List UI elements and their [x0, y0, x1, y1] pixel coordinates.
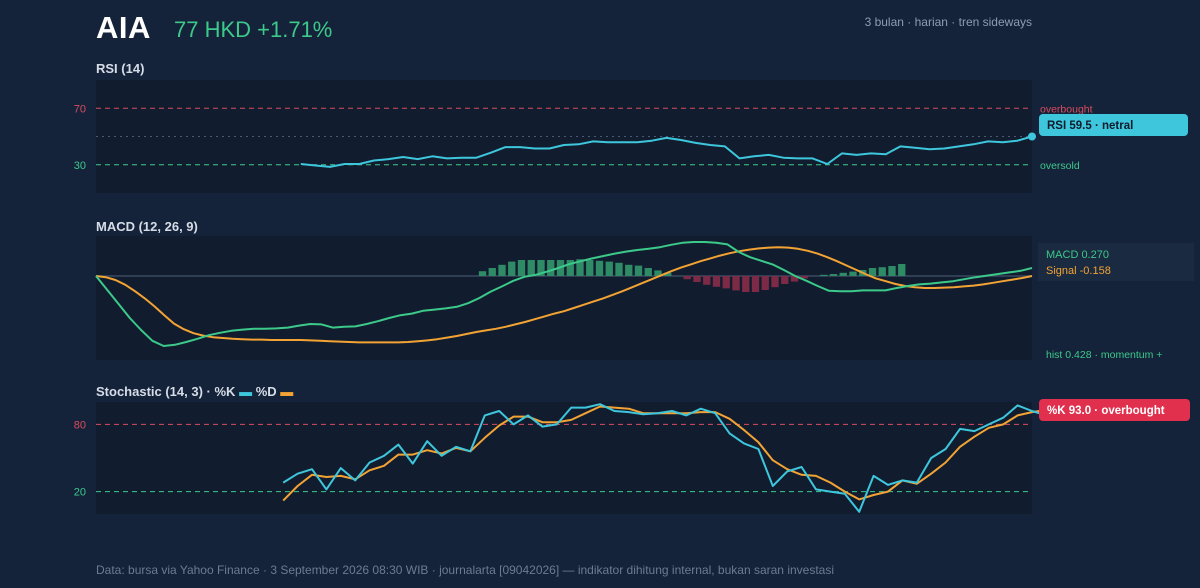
macd-hist-bar: [654, 270, 662, 276]
macd-hist-bar: [751, 276, 760, 292]
macd-panel-title: MACD (12, 26, 9): [96, 219, 198, 234]
macd-hist-bar: [537, 260, 545, 276]
macd-panel-bg: [96, 236, 1032, 360]
rsi-line: [300, 135, 1033, 168]
macd-hist-bar: [693, 276, 701, 282]
macd-hist-bar: [888, 266, 896, 276]
stoch-badge-bg: [1039, 399, 1190, 421]
macd-legend-macd: MACD 0.270: [1046, 249, 1109, 261]
rsi-last-point: [1028, 132, 1036, 141]
macd-hist-bar: [800, 276, 808, 279]
macd-hist-bar: [683, 276, 691, 280]
rsi-panel-title: RSI (14): [96, 61, 145, 76]
macd-hist-bar: [664, 272, 672, 276]
rsi-ref-label-overbought: overbought: [1040, 103, 1093, 115]
macd-hist-bar: [829, 274, 838, 276]
macd-hist-bar: [722, 276, 730, 289]
ticker-title: AIA: [96, 10, 151, 45]
macd-hist-bar: [898, 264, 906, 276]
stoch-tick-80: 80: [74, 419, 86, 431]
macd-hist-bar: [478, 271, 487, 276]
macd-hist-bar: [517, 260, 526, 276]
rsi-badge: RSI 59.5 · netral: [1047, 120, 1133, 132]
rsi-badge-bg: [1039, 114, 1188, 136]
macd-hist-bar: [878, 267, 886, 276]
footer-note: Data: bursa via Yahoo Finance · 3 Septem…: [96, 563, 834, 577]
macd-hist-bar: [595, 260, 604, 276]
macd-hist-bar: [849, 271, 857, 276]
stoch-panel-bg: [96, 402, 1032, 514]
macd-hist-bar: [488, 268, 496, 276]
stoch-badge: %K 93.0 · overbought: [1047, 405, 1165, 417]
macd-hist-bar: [625, 264, 633, 276]
signal-line: [95, 246, 1033, 344]
price-change: 77 HKD +1.71%: [174, 17, 333, 42]
macd-hist-bar: [576, 259, 584, 276]
stoch-d-line: [282, 405, 1061, 502]
macd-hist-bar: [790, 276, 799, 282]
macd-hist-bar: [508, 261, 516, 276]
rsi-tick-70: 70: [74, 103, 86, 115]
macd-legend-signal: Signal -0.158: [1046, 265, 1111, 277]
macd-hist-bar: [732, 276, 740, 291]
macd-hist-bar: [605, 261, 613, 276]
macd-legend-hist: hist 0.428 · momentum +: [1046, 349, 1162, 361]
stoch-title-text: Stochastic (14, 3) · %K: [96, 384, 236, 399]
macd-hist-bar: [712, 276, 721, 287]
macd-hist-bar: [498, 264, 506, 276]
stoch-legend-d-swatch: ▬: [280, 384, 294, 399]
macd-hist-bar: [615, 262, 623, 276]
stoch-legend-d-label: %D: [255, 384, 277, 399]
macd-hist-bar: [771, 276, 779, 288]
macd-hist-bar: [781, 276, 789, 284]
macd-legend-box: [1038, 243, 1194, 281]
macd-hist-bar: [703, 276, 711, 285]
macd-hist-bar: [839, 272, 847, 276]
stoch-legend-k-swatch: ▬: [239, 384, 253, 399]
macd-hist-bar: [547, 260, 555, 276]
macd-hist-bar: [868, 268, 877, 276]
stoch-panel-title: Stochastic (14, 3) · %K ▬ %D ▬: [96, 384, 293, 399]
macd-hist-bar: [761, 276, 769, 290]
macd-hist-bar: [586, 260, 594, 276]
macd-hist-bar: [634, 265, 643, 276]
rsi-tick-30: 30: [74, 160, 86, 172]
chart-meta: 3 bulan · harian · tren sideways: [864, 15, 1032, 29]
macd-hist-bar: [527, 260, 535, 276]
macd-hist-bar: [644, 268, 652, 276]
macd-hist-bar: [742, 276, 750, 292]
macd-hist-bar: [566, 260, 574, 276]
stoch-k-line: [282, 403, 1062, 513]
macd-line: [95, 241, 1033, 347]
rsi-ref-label-oversold: oversold: [1040, 160, 1080, 172]
stoch-tick-20: 20: [74, 487, 86, 499]
macd-hist-bar: [820, 274, 828, 276]
